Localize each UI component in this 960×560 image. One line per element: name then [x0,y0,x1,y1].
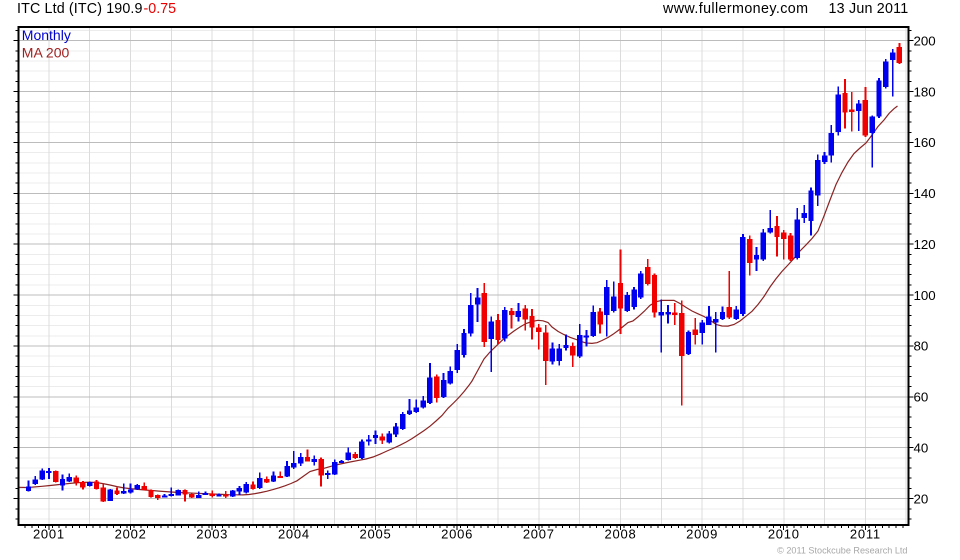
svg-text:2008: 2008 [605,527,637,542]
svg-text:2001: 2001 [33,527,65,542]
svg-text:20: 20 [914,491,929,506]
svg-text:2004: 2004 [278,527,310,542]
svg-text:180: 180 [914,84,936,99]
svg-text:© 2011 Stockcube Research Ltd: © 2011 Stockcube Research Ltd [777,546,907,556]
svg-text:www.fullermoney.com: www.fullermoney.com [662,1,808,17]
svg-text:Monthly: Monthly [22,27,71,43]
svg-text:200: 200 [914,33,936,48]
svg-text:40: 40 [914,440,929,455]
svg-text:ITC Ltd (ITC) 190.9: ITC Ltd (ITC) 190.9 [17,1,143,17]
svg-text:2010: 2010 [768,527,800,542]
svg-text:2009: 2009 [686,527,718,542]
svg-text:100: 100 [914,288,936,303]
svg-text:2003: 2003 [196,527,228,542]
svg-text:80: 80 [914,339,929,354]
svg-text:MA 200: MA 200 [22,44,70,60]
svg-text:2011: 2011 [850,527,881,542]
svg-text:13 Jun 2011: 13 Jun 2011 [829,1,909,17]
svg-text:2005: 2005 [360,527,392,542]
svg-text:60: 60 [914,390,929,405]
svg-text:2007: 2007 [523,527,555,542]
svg-text:2002: 2002 [115,527,147,542]
svg-text:2006: 2006 [441,527,473,542]
svg-text:140: 140 [914,186,936,201]
svg-text:-0.75: -0.75 [144,1,177,17]
svg-text:160: 160 [914,135,936,150]
svg-text:120: 120 [914,237,936,252]
